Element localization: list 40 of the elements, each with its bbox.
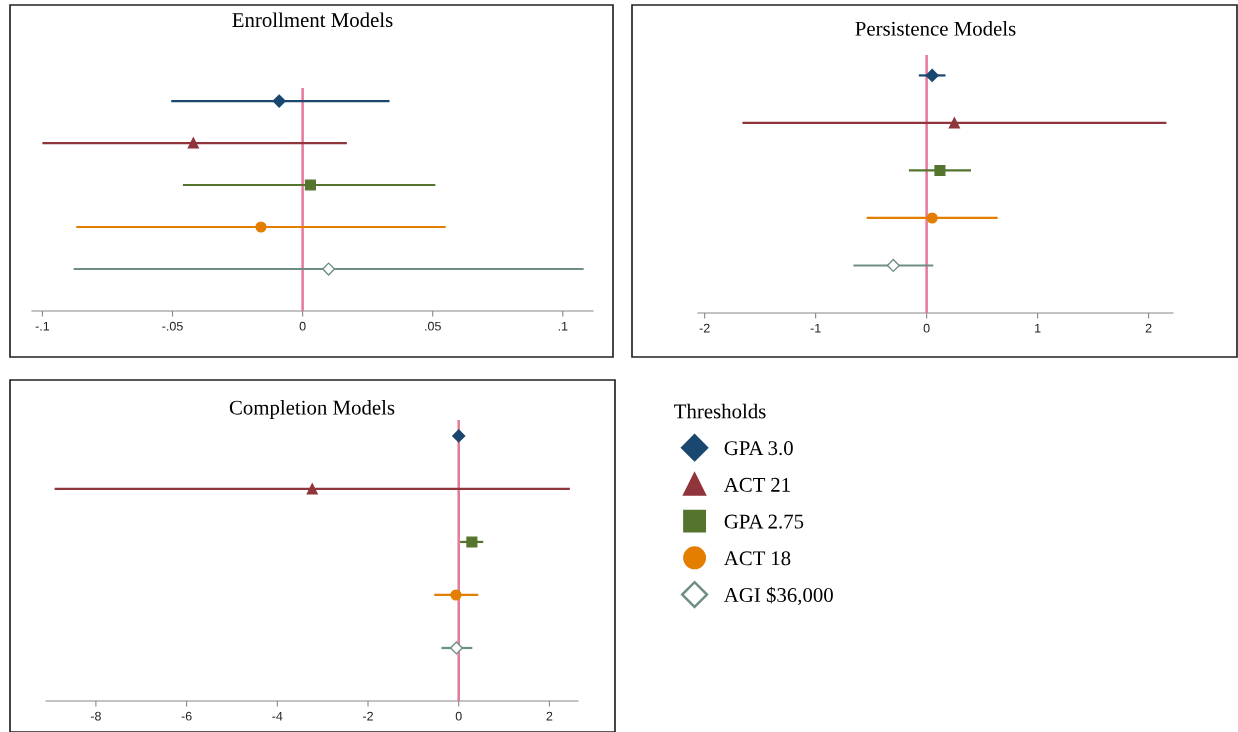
- x-tick-label: -8: [90, 711, 101, 721]
- point: [934, 164, 946, 177]
- legend-label: GPA 3.0: [724, 441, 793, 456]
- x-tick-label: -6: [181, 711, 192, 721]
- legend-label: GPA 2.75: [724, 514, 804, 529]
- x-tick-label: -1: [810, 323, 821, 333]
- x-tick-label: 1: [1035, 323, 1041, 333]
- x-tick-label: -4: [272, 711, 283, 721]
- x-tick-label: 2: [546, 711, 553, 721]
- x-tick-label: -2: [363, 711, 373, 721]
- point: [452, 429, 466, 443]
- legend-label: AGI $36,000: [723, 586, 833, 606]
- x-tick-label: -2: [699, 323, 710, 333]
- chart-title: Persistence Models: [855, 21, 1016, 36]
- point: [272, 94, 286, 108]
- legend-label: ACT 18: [723, 551, 791, 566]
- point: [926, 212, 938, 224]
- point: [466, 536, 478, 548]
- point: [449, 641, 464, 655]
- point: [304, 179, 316, 191]
- point: [925, 68, 939, 83]
- x-tick-label: -.1: [35, 321, 50, 331]
- point: [450, 589, 462, 601]
- chart-title: Completion Models: [229, 399, 395, 419]
- chart-title: Enrollment Models: [232, 12, 393, 28]
- legend-label: ACT 21: [723, 477, 790, 492]
- x-tick-label: .1: [558, 321, 568, 331]
- x-tick-label: 0: [923, 323, 930, 333]
- point: [255, 221, 267, 233]
- x-tick-label: .05: [425, 321, 441, 331]
- legend-title: Thresholds: [674, 403, 766, 419]
- x-tick-label: 2: [1145, 323, 1152, 333]
- x-tick-label: 0: [455, 711, 462, 721]
- point: [187, 137, 199, 149]
- point: [886, 258, 900, 273]
- point: [306, 483, 318, 495]
- point: [948, 117, 960, 129]
- x-tick-label: 0: [299, 321, 306, 331]
- x-tick-label: -.05: [162, 321, 183, 331]
- point: [322, 262, 336, 276]
